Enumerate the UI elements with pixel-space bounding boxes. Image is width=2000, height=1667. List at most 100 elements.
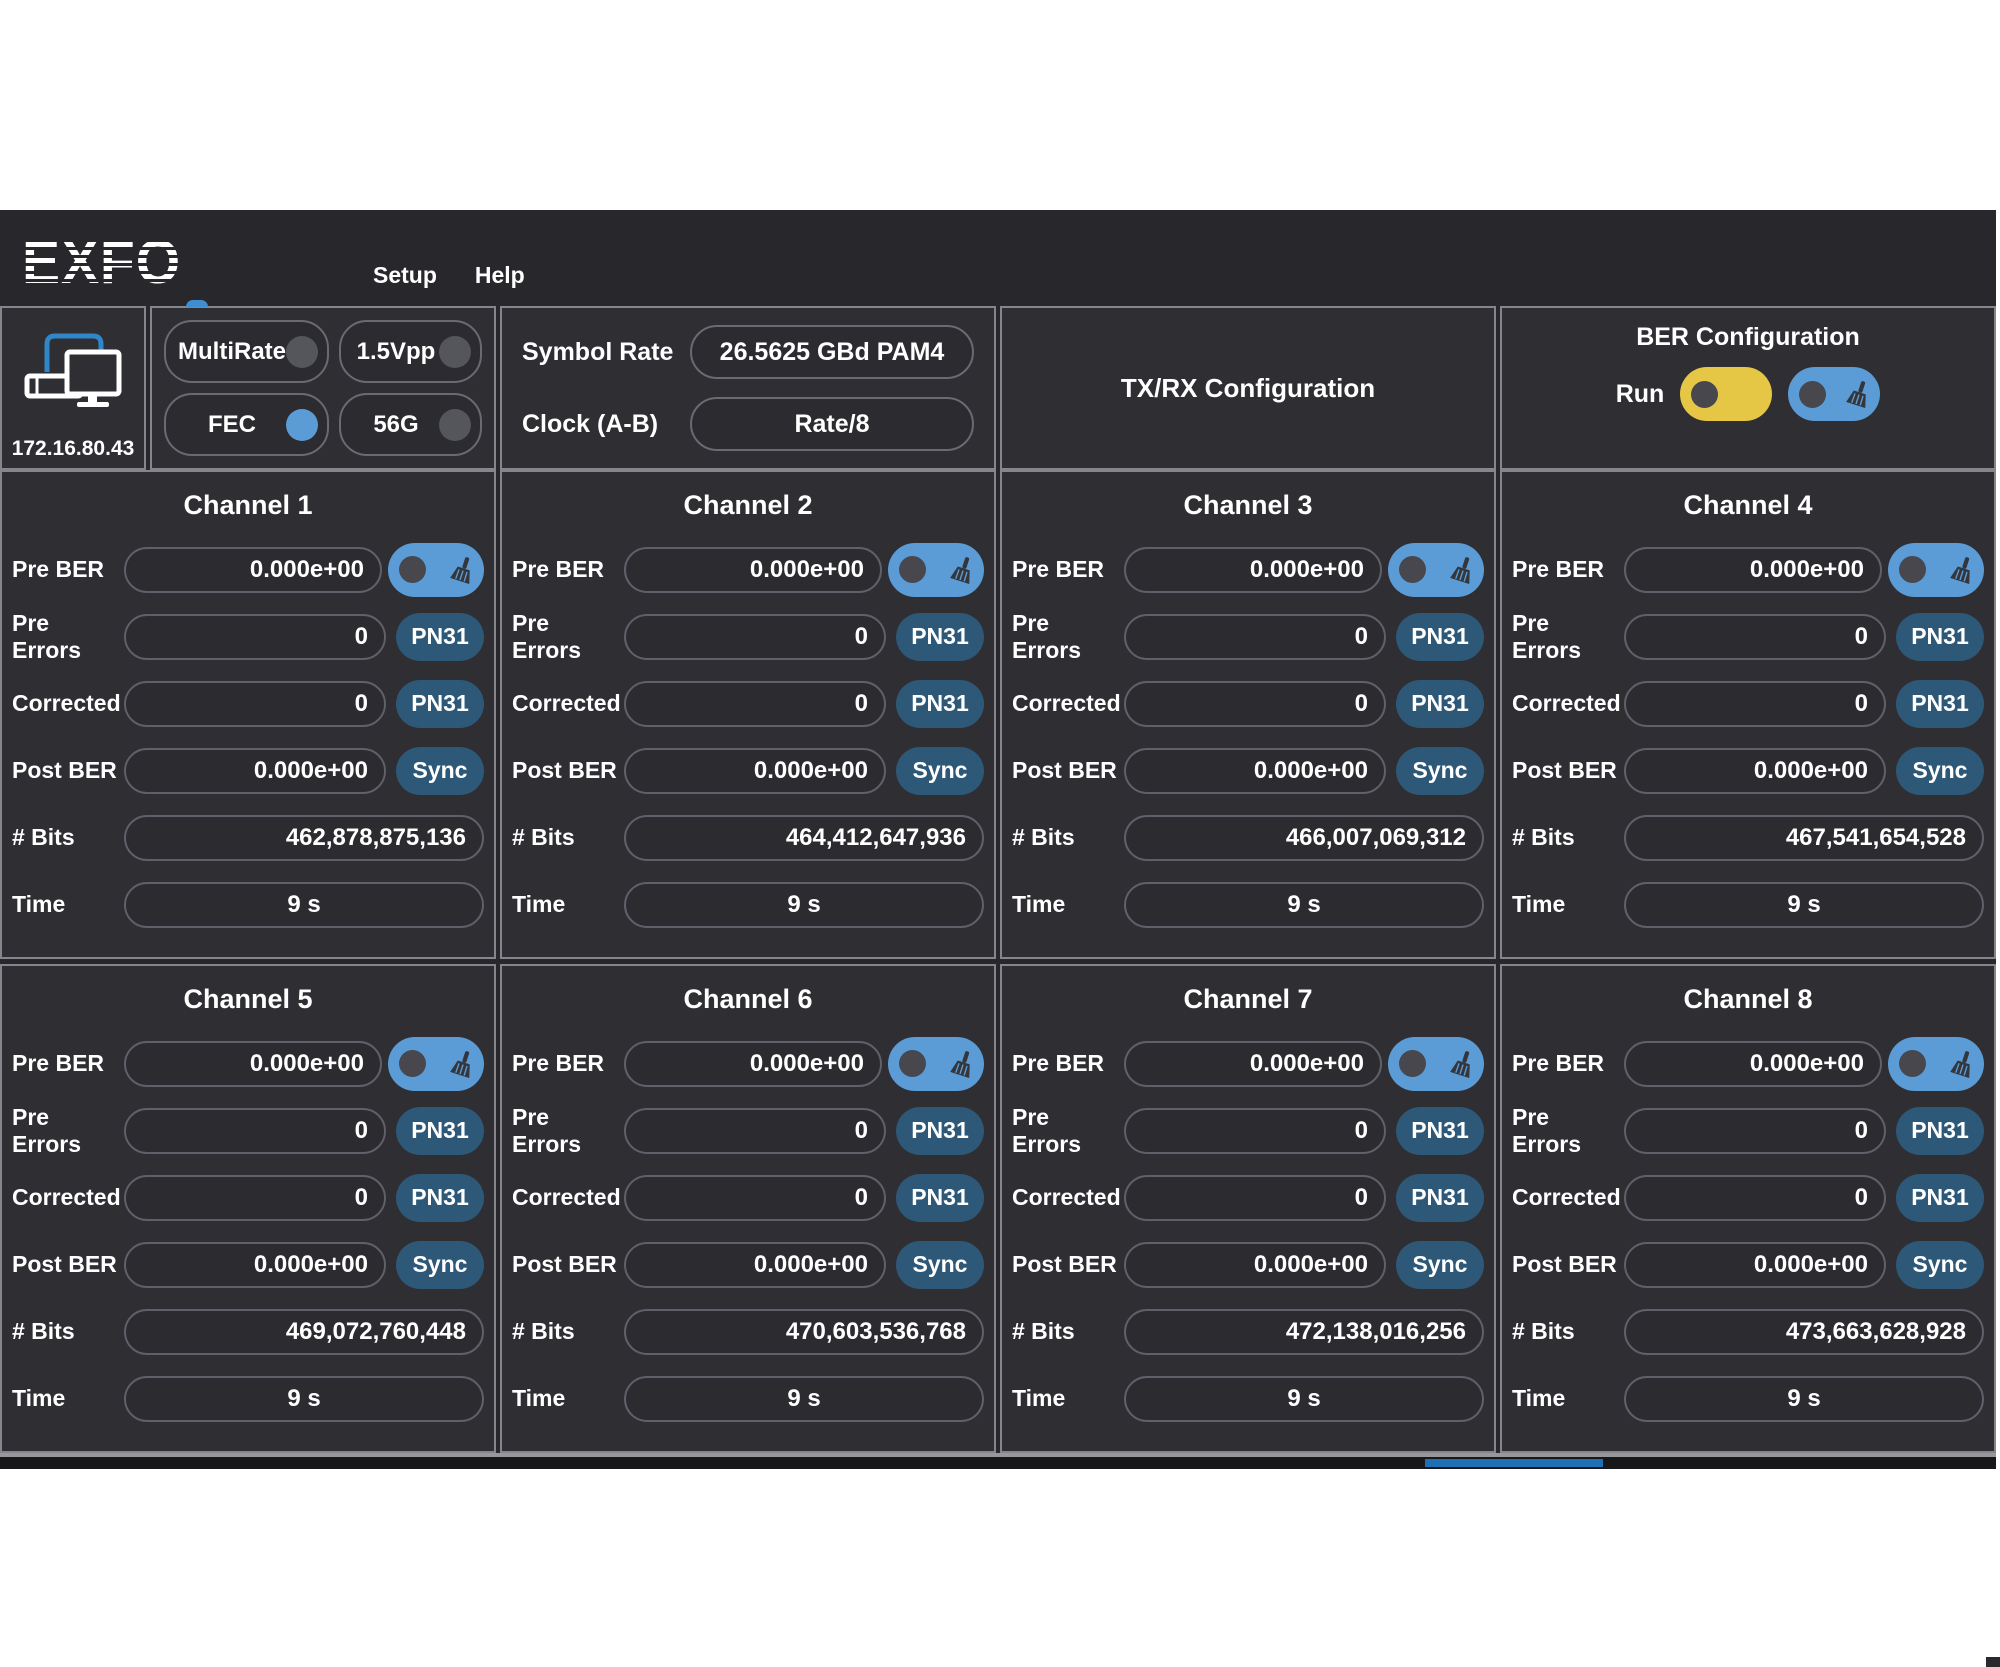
sync-button[interactable]: Sync xyxy=(396,746,484,795)
pre-errors-pattern-button[interactable]: PN31 xyxy=(896,612,984,661)
corrected-value-field: 0 xyxy=(1124,680,1386,727)
ber-clear-toggle[interactable] xyxy=(388,1036,484,1091)
post-ber-row: Post BER 0.000e+00 Sync xyxy=(512,737,984,804)
broom-icon xyxy=(1449,555,1477,584)
time-label: Time xyxy=(12,891,66,917)
menu-help[interactable]: Help xyxy=(474,262,525,288)
clear-all-toggle[interactable] xyxy=(1788,367,1881,421)
pre-errors-pattern-button[interactable]: PN31 xyxy=(1896,612,1984,661)
pre-errors-row: Pre Errors 0 PN31 xyxy=(1512,603,1984,670)
run-toggle[interactable] xyxy=(1680,367,1773,421)
56g-status-dot xyxy=(439,408,471,441)
pre-errors-pattern-button[interactable]: PN31 xyxy=(1396,1106,1484,1155)
ber-clear-toggle[interactable] xyxy=(1888,1036,1984,1091)
pre-errors-label: Pre Errors xyxy=(1512,1103,1582,1157)
time-label: Time xyxy=(512,1385,566,1411)
menu-setup[interactable]: Setup xyxy=(373,262,437,288)
broom-icon xyxy=(949,555,977,584)
ber-clear-toggle[interactable] xyxy=(1388,542,1484,597)
channel-panel: Channel 5 Pre BER 0.000e+00 Pre Errors 0… xyxy=(0,964,496,1453)
pre-errors-value-field: 0 xyxy=(624,1107,886,1154)
channel-title: Channel 1 xyxy=(183,490,313,520)
pre-ber-row: Pre BER 0.000e+00 xyxy=(512,536,984,603)
scroll-indicator[interactable] xyxy=(1425,1459,1603,1467)
corrected-pattern-button[interactable]: PN31 xyxy=(396,1173,484,1222)
run-label: Run xyxy=(1615,379,1665,408)
sync-button[interactable]: Sync xyxy=(1396,1240,1484,1289)
corrected-pattern-button[interactable]: PN31 xyxy=(1396,1173,1484,1222)
pre-errors-pattern-button[interactable]: PN31 xyxy=(1396,612,1484,661)
ber-clear-toggle[interactable] xyxy=(888,542,984,597)
pre-errors-pattern-button[interactable]: PN31 xyxy=(1896,1106,1984,1155)
bits-value-field: 469,072,760,448 xyxy=(124,1308,484,1355)
exfo-app-window: EXFO Setup Help 172.16.80.43 MultiRate xyxy=(0,210,1996,1469)
broom-icon xyxy=(1949,555,1977,584)
bits-row: # Bits 464,412,647,936 xyxy=(512,804,984,871)
toggle-knob xyxy=(899,556,926,583)
corrected-label: Corrected xyxy=(1512,690,1621,716)
time-label: Time xyxy=(1012,1385,1066,1411)
pre-ber-row: Pre BER 0.000e+00 xyxy=(12,1030,484,1097)
sync-button[interactable]: Sync xyxy=(1896,746,1984,795)
time-row: Time 9 s xyxy=(1012,1365,1484,1432)
sync-button[interactable]: Sync xyxy=(1896,1240,1984,1289)
pre-errors-pattern-button[interactable]: PN31 xyxy=(896,1106,984,1155)
vpp-toggle-button[interactable]: 1.5Vpp xyxy=(339,320,482,383)
post-ber-label: Post BER xyxy=(1012,757,1117,783)
time-value-field: 9 s xyxy=(1124,1375,1484,1422)
sync-button[interactable]: Sync xyxy=(1396,746,1484,795)
corrected-label: Corrected xyxy=(512,690,621,716)
broom-icon xyxy=(949,1049,977,1078)
pre-errors-pattern-button[interactable]: PN31 xyxy=(396,612,484,661)
bits-value-field: 470,603,536,768 xyxy=(624,1308,984,1355)
pre-ber-value-field: 0.000e+00 xyxy=(124,546,382,593)
bits-row: # Bits 472,138,016,256 xyxy=(1012,1298,1484,1365)
corrected-label: Corrected xyxy=(1012,1184,1121,1210)
vpp-label: 1.5Vpp xyxy=(356,337,436,365)
pre-errors-row: Pre Errors 0 PN31 xyxy=(1512,1097,1984,1164)
corrected-pattern-button[interactable]: PN31 xyxy=(1396,679,1484,728)
ber-configuration-title[interactable]: BER Configuration xyxy=(1636,323,1860,351)
corrected-pattern-button[interactable]: PN31 xyxy=(1896,1173,1984,1222)
clock-label: Clock (A-B) xyxy=(522,409,659,438)
ber-clear-toggle[interactable] xyxy=(888,1036,984,1091)
corrected-pattern-button[interactable]: PN31 xyxy=(1896,679,1984,728)
multirate-status-dot xyxy=(286,335,318,368)
ber-clear-toggle[interactable] xyxy=(1888,542,1984,597)
fec-toggle-button[interactable]: FEC xyxy=(164,393,329,456)
broom-icon xyxy=(1949,1049,1977,1078)
pre-ber-row: Pre BER 0.000e+00 xyxy=(12,536,484,603)
ber-clear-toggle[interactable] xyxy=(388,542,484,597)
bits-row: # Bits 466,007,069,312 xyxy=(1012,804,1484,871)
sync-button[interactable]: Sync xyxy=(396,1240,484,1289)
pre-ber-value-field: 0.000e+00 xyxy=(624,546,882,593)
channel-title: Channel 7 xyxy=(1183,984,1313,1014)
bits-value-field: 467,541,654,528 xyxy=(1624,814,1984,861)
corrected-pattern-button[interactable]: PN31 xyxy=(896,679,984,728)
sync-button[interactable]: Sync xyxy=(896,1240,984,1289)
56g-toggle-button[interactable]: 56G xyxy=(339,393,482,456)
corrected-pattern-button[interactable]: PN31 xyxy=(896,1173,984,1222)
sync-button[interactable]: Sync xyxy=(896,746,984,795)
post-ber-row: Post BER 0.000e+00 Sync xyxy=(12,737,484,804)
ber-clear-toggle[interactable] xyxy=(1388,1036,1484,1091)
corrected-label: Corrected xyxy=(12,1184,121,1210)
pre-errors-value-field: 0 xyxy=(1124,613,1386,660)
pre-errors-pattern-button[interactable]: PN31 xyxy=(396,1106,484,1155)
post-ber-label: Post BER xyxy=(1512,757,1617,783)
post-ber-value-field: 0.000e+00 xyxy=(1624,747,1886,794)
symbol-rate-field[interactable]: 26.5625 GBd PAM4 xyxy=(690,325,974,379)
corrected-label: Corrected xyxy=(512,1184,621,1210)
multirate-toggle-button[interactable]: MultiRate xyxy=(164,320,329,383)
clock-field[interactable]: Rate/8 xyxy=(690,397,974,451)
bits-label: # Bits xyxy=(1512,824,1575,850)
post-ber-row: Post BER 0.000e+00 Sync xyxy=(512,1231,984,1298)
post-ber-label: Post BER xyxy=(1012,1251,1117,1277)
txrx-configuration-button[interactable]: TX/RX Configuration xyxy=(1000,306,1496,470)
bits-label: # Bits xyxy=(512,1318,575,1344)
channel-title: Channel 4 xyxy=(1683,490,1813,520)
time-label: Time xyxy=(12,1385,66,1411)
corrected-pattern-button[interactable]: PN31 xyxy=(396,679,484,728)
bits-row: # Bits 473,663,628,928 xyxy=(1512,1298,1984,1365)
channel-panel: Channel 1 Pre BER 0.000e+00 Pre Errors 0… xyxy=(0,470,496,959)
